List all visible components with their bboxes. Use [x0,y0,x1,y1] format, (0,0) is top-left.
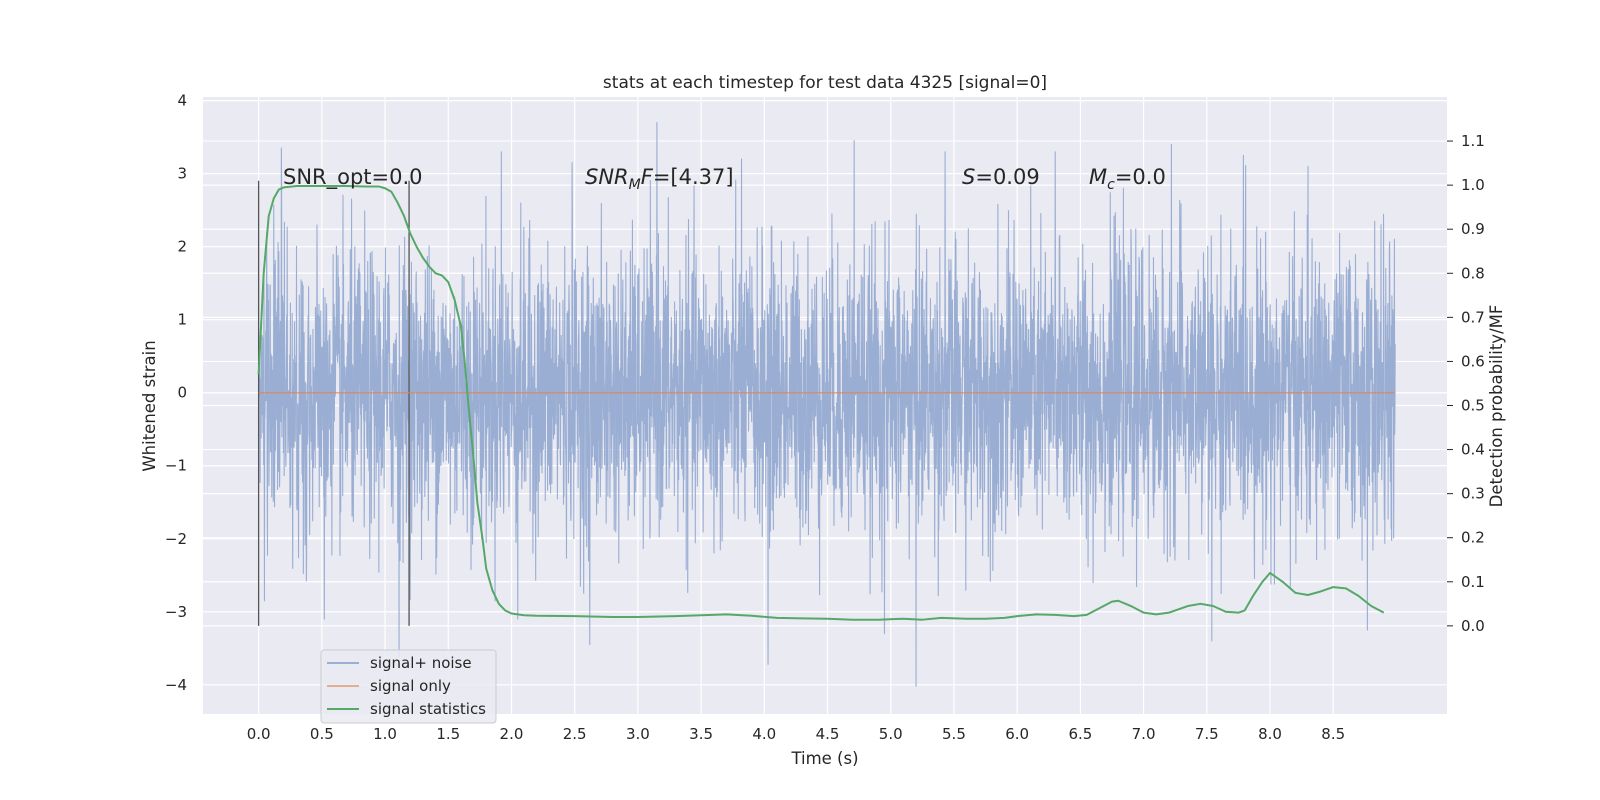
x-tick-label: 5.5 [942,725,966,743]
x-tick-label: 4.5 [816,725,840,743]
left-y-axis-ticks: −4 −3 −2 −1 0 1 2 3 4 [165,92,187,694]
right-y-tick-label: 0.1 [1461,573,1485,591]
snr-mf-subscript: M [629,177,641,193]
s-symbol: S [962,165,975,189]
right-y-axis-label: Detection probability/MF [1487,305,1506,508]
x-tick-label: 8.5 [1321,725,1345,743]
legend-label-signal-only: signal only [370,677,451,695]
y-axis-label: Whitened strain [140,340,159,471]
right-y-tick-label: 0.0 [1461,617,1485,635]
x-tick-label: 5.0 [879,725,903,743]
x-axis-ticks: 0.0 0.5 1.0 1.5 2.0 2.5 3.0 3.5 4.0 4.5 5.0 5.5 6.0 6… [247,725,1345,743]
y-tick-label: 4 [177,92,187,110]
signal-statistics-line [257,185,1385,621]
annotation-s: S=0.09 [962,165,1040,189]
x-tick-label: 4.0 [752,725,776,743]
legend-box [320,649,497,724]
signal-noise-series [258,122,1396,687]
y-tick-label: 1 [177,311,187,329]
x-tick-label: 3.0 [626,725,650,743]
snr-mf-symbol: SNR [585,165,629,189]
right-y-tick-label: 0.8 [1461,264,1485,282]
mc-subscript: c [1107,177,1115,193]
right-y-tick-label: 0.9 [1461,220,1485,238]
x-tick-label: 7.5 [1195,725,1219,743]
y-tick-label: 3 [177,165,187,183]
vertical-markers [257,180,410,626]
y-tick-label: 0 [177,384,187,402]
legend-label-signal-noise: signal+ noise [370,654,472,672]
x-tick-label: 8.0 [1258,725,1282,743]
x-axis-label: Time (s) [790,749,858,768]
y-tick-label: −4 [165,676,187,694]
x-tick-label: 0.0 [247,725,271,743]
x-tick-label: 1.0 [373,725,397,743]
right-y-axis-ticks: 0.0 0.1 0.2 0.3 0.4 0.5 0.6 0.7 0.8 0.9 1.0 1.1 [1447,132,1485,635]
right-y-tick-label: 0.3 [1461,485,1485,503]
y-tick-label: −2 [165,530,187,548]
x-tick-label: 6.0 [1005,725,1029,743]
x-tick-label: 1.5 [436,725,460,743]
y-tick-label: −1 [165,457,187,475]
s-value: =0.09 [975,165,1039,189]
annotation-mc: Mc=0.0 [1089,165,1166,193]
mc-symbol: M [1089,165,1107,189]
x-tick-label: 2.0 [500,725,524,743]
right-y-tick-label: 0.5 [1461,397,1485,415]
x-tick-label: 0.5 [310,725,334,743]
snr-mf-value: =[4.37] [653,165,734,189]
chart-title: stats at each timestep for test data 432… [603,73,1047,93]
legend: signal+ noise signal only signal statist… [320,649,497,724]
snr-mf-symbol-suffix: F [641,165,654,189]
x-tick-label: 2.5 [563,725,587,743]
signal-noise-line [258,122,1396,687]
x-tick-label: 6.5 [1068,725,1092,743]
signal-statistics-series [257,185,1385,621]
legend-label-signal-statistics: signal statistics [370,700,486,718]
annotation-snr-mf: SNRMF=[4.37] [585,165,734,193]
x-tick-label: 7.0 [1132,725,1156,743]
mc-value: =0.0 [1115,165,1166,189]
y-tick-label: 2 [177,238,187,256]
right-y-tick-label: 1.1 [1461,132,1485,150]
right-y-tick-label: 0.2 [1461,529,1485,547]
x-tick-label: 3.5 [689,725,713,743]
right-y-tick-label: 0.7 [1461,308,1485,326]
right-y-tick-label: 1.0 [1461,176,1485,194]
right-y-tick-label: 0.4 [1461,441,1485,459]
y-tick-label: −3 [165,603,187,621]
annotation-snr-opt: SNR_opt=0.0 [283,165,423,190]
right-y-tick-label: 0.6 [1461,352,1485,370]
